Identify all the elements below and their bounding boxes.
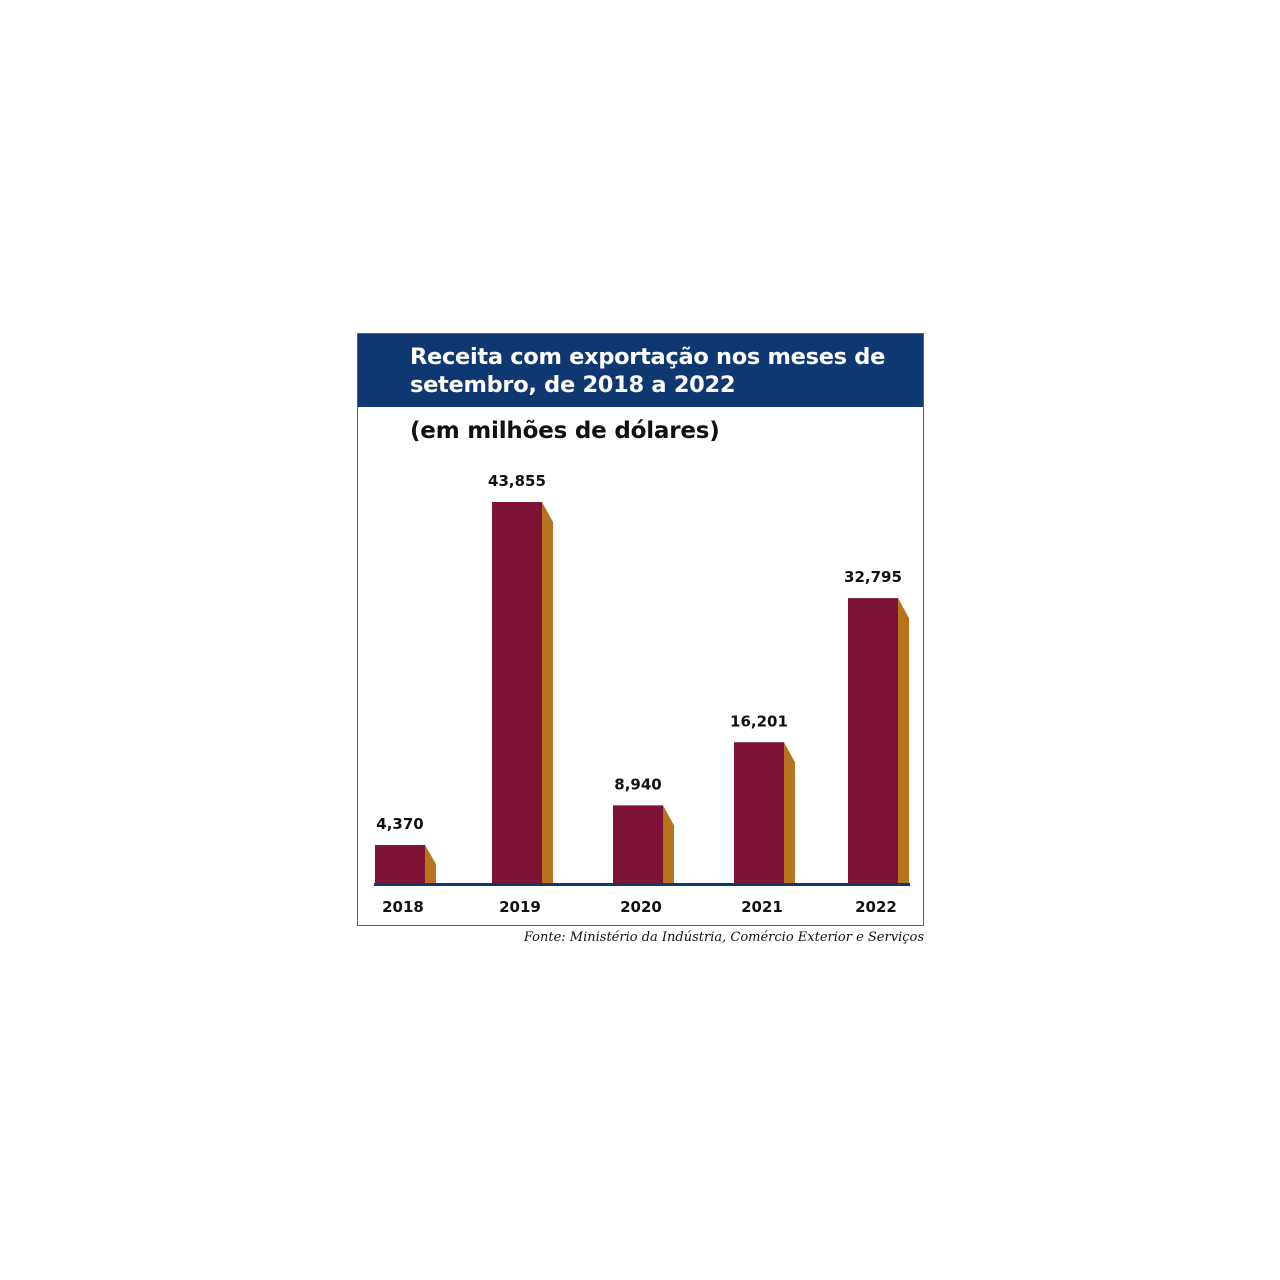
value-label-2020: 8,940 — [614, 775, 661, 793]
bar-2022 — [848, 598, 898, 883]
category-label-2021: 2021 — [741, 898, 783, 916]
bar-2019 — [492, 502, 542, 883]
category-label-2020: 2020 — [620, 898, 662, 916]
source-note: Fonte: Ministério da Indústria, Comércio… — [523, 930, 924, 945]
value-label-2019: 43,855 — [488, 472, 546, 490]
title-banner: Receita com exportação nos meses de sete… — [358, 334, 923, 407]
chart-subtitle: (em milhões de dólares) — [410, 418, 720, 444]
bar-2018 — [375, 845, 425, 883]
value-label-2018: 4,370 — [376, 815, 423, 833]
labels-group: 4,370 2018 43,855 2019 8,940 2020 16,201 2021 32… — [376, 472, 902, 916]
bar-side-2018 — [425, 845, 436, 883]
category-label-2019: 2019 — [499, 898, 541, 916]
bar-side-2020 — [663, 805, 674, 883]
bar-side-2022 — [898, 598, 909, 883]
category-label-2022: 2022 — [855, 898, 897, 916]
bars-group — [375, 502, 909, 883]
chart-title: Receita com exportação nos meses de sete… — [410, 344, 886, 398]
bar-2020 — [613, 805, 663, 883]
value-label-2022: 32,795 — [844, 568, 902, 586]
bar-side-2021 — [784, 742, 795, 883]
value-label-2021: 16,201 — [730, 712, 788, 730]
bar-side-2019 — [542, 502, 553, 883]
bar-2021 — [734, 742, 784, 883]
category-label-2018: 2018 — [382, 898, 424, 916]
